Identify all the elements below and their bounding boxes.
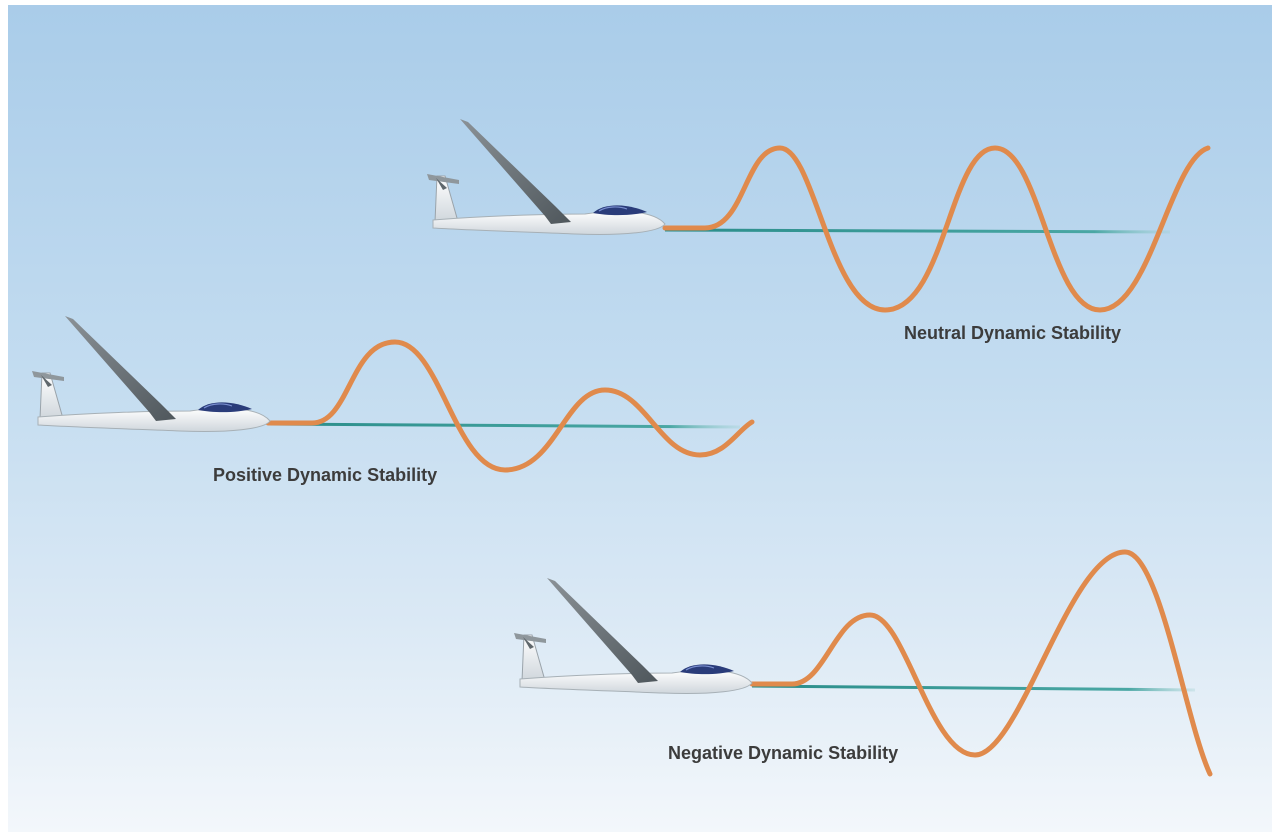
positive-stability-group (31, 315, 755, 473)
neutral-stability-group (426, 118, 1211, 313)
negative-stability-label: Negative Dynamic Stability (668, 743, 899, 763)
positive-reference-line (267, 422, 741, 429)
positive-oscillation-curve (265, 339, 755, 473)
neutral-stability-label: Neutral Dynamic Stability (904, 323, 1122, 343)
neutral-reference-line (664, 228, 1171, 234)
neutral-oscillation-curve (662, 145, 1211, 313)
positive-stability-label: Positive Dynamic Stability (213, 465, 438, 485)
negative-stability-group (513, 549, 1213, 777)
negative-oscillation-curve (749, 549, 1213, 777)
negative-reference-line (751, 684, 1196, 692)
